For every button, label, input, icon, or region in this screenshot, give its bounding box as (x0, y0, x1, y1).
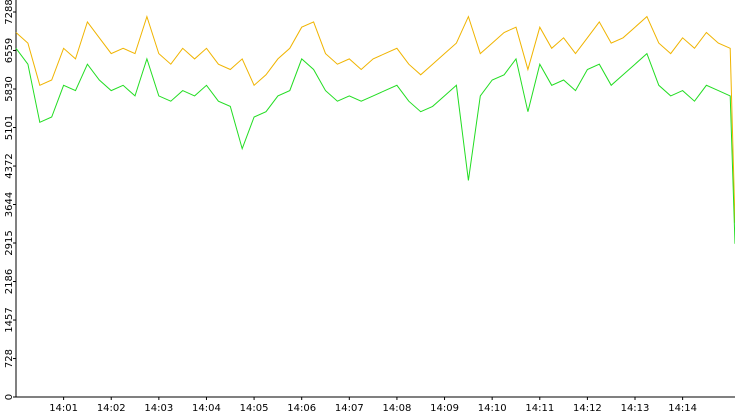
x-tick-label: 14:06 (287, 403, 316, 414)
x-tick-label: 14:02 (97, 403, 126, 414)
y-tick-label: 3644 (4, 192, 15, 217)
series-line (15, 14, 735, 223)
x-tick-label: 14:12 (573, 403, 602, 414)
series-line (15, 48, 735, 244)
x-tick-label: 14:13 (621, 403, 650, 414)
y-tick-label: 4372 (4, 153, 15, 178)
x-tick-label: 14:03 (144, 403, 173, 414)
x-tick-label: 14:14 (668, 403, 697, 414)
x-tick-label: 14:10 (478, 403, 507, 414)
x-tick-label: 14:08 (383, 403, 412, 414)
x-tick-label: 14:09 (430, 403, 459, 414)
y-tick-label: 1457 (4, 307, 15, 332)
x-tick-label: 14:04 (192, 403, 221, 414)
y-tick-label: 2186 (4, 269, 15, 294)
y-tick-label: 2915 (4, 230, 15, 255)
y-tick-label: 6559 (4, 38, 15, 63)
x-tick-label: 14:07 (335, 403, 364, 414)
x-tick-label: 14:01 (49, 403, 78, 414)
y-tick-label: 5830 (4, 76, 15, 101)
y-tick-label: 0 (4, 394, 15, 400)
y-tick-label: 5101 (4, 115, 15, 140)
x-tick-label: 14:05 (240, 403, 269, 414)
y-tick-label: 728 (4, 349, 15, 368)
x-tick-label: 14:11 (525, 403, 554, 414)
y-tick-label: 7288 (4, 0, 15, 25)
